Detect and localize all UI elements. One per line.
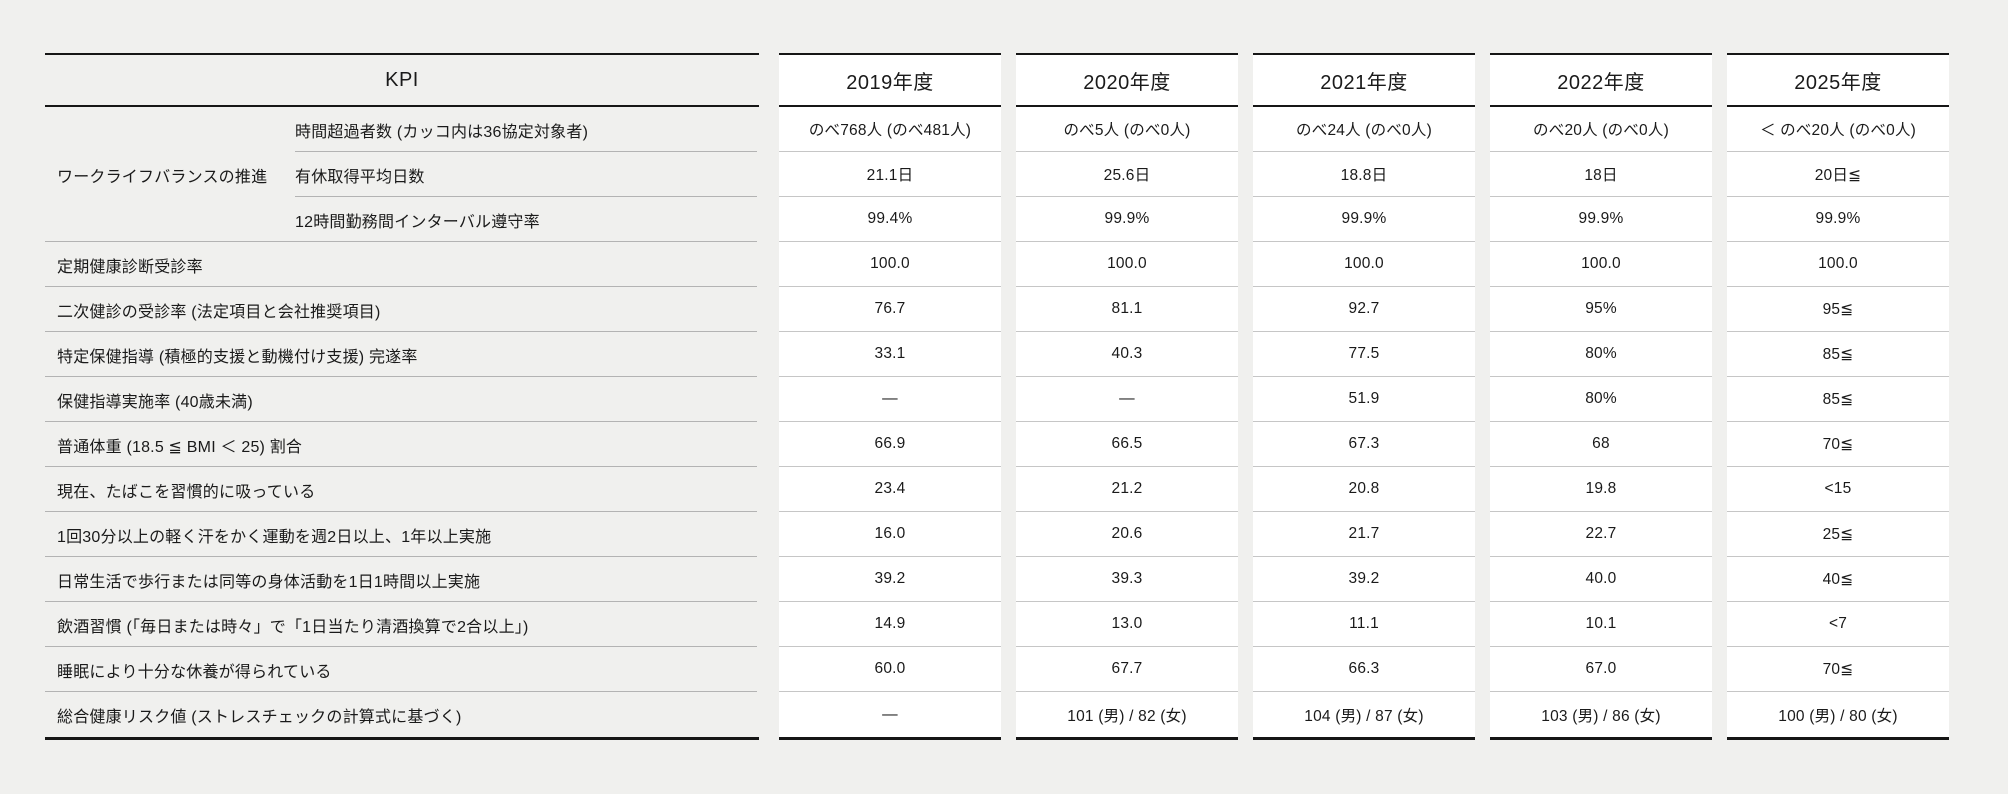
kpi-value-cell: 25≦: [1727, 512, 1949, 557]
kpi-value-cell: 22.7: [1490, 512, 1712, 557]
kpi-value-cell: のべ5人 (のべ0人): [1016, 107, 1238, 152]
kpi-value-cell: 99.9%: [1016, 197, 1238, 242]
kpi-value-cell: のべ768人 (のべ481人): [779, 107, 1001, 152]
row-label: 現在、たばこを習慣的に吸っている: [45, 467, 759, 512]
kpi-value-cell: 100.0: [1253, 242, 1475, 287]
row-label: 日常生活で歩行または同等の身体活動を1日1時間以上実施: [45, 557, 759, 602]
year-header: 2019年度: [779, 55, 1001, 107]
row-label: 保健指導実施率 (40歳未満): [45, 377, 759, 422]
kpi-value-cell: 11.1: [1253, 602, 1475, 647]
kpi-value-cell: 77.5: [1253, 332, 1475, 377]
kpi-value-cell: 70≦: [1727, 647, 1949, 692]
row-label: 12時間勤務間インターバル遵守率: [45, 197, 759, 242]
kpi-value-cell: 33.1: [779, 332, 1001, 377]
kpi-value-cell: 95%: [1490, 287, 1712, 332]
kpi-value-cell: 66.9: [779, 422, 1001, 467]
kpi-value-cell: 85≦: [1727, 377, 1949, 422]
kpi-value-cell: 100.0: [1490, 242, 1712, 287]
kpi-value-cell: 67.0: [1490, 647, 1712, 692]
kpi-value-cell: 70≦: [1727, 422, 1949, 467]
year-column: 2021年度 のべ24人 (のべ0人) 18.8日 99.9% 100.0 92.7 77.…: [1253, 53, 1475, 740]
kpi-value-cell: 51.9: [1253, 377, 1475, 422]
kpi-value-cell: 40.0: [1490, 557, 1712, 602]
kpi-value-cell: 92.7: [1253, 287, 1475, 332]
year-header: 2020年度: [1016, 55, 1238, 107]
kpi-value-cell: 80%: [1490, 332, 1712, 377]
kpi-value-cell: 39.2: [1253, 557, 1475, 602]
year-column: 2019年度 のべ768人 (のべ481人) 21.1日 99.4% 100.0 76.7…: [779, 53, 1001, 740]
row-label: 有休取得平均日数: [45, 152, 759, 197]
kpi-value-cell: 20.6: [1016, 512, 1238, 557]
kpi-value-cell: 21.2: [1016, 467, 1238, 512]
kpi-value-cell: 40≦: [1727, 557, 1949, 602]
kpi-value-cell: 95≦: [1727, 287, 1949, 332]
kpi-value-cell: 100 (男) / 80 (女): [1778, 707, 1898, 725]
kpi-value-cell: <7: [1727, 602, 1949, 647]
kpi-value-cell: 80%: [1490, 377, 1712, 422]
kpi-value-cell: のべ20人 (のべ0人): [1490, 107, 1712, 152]
kpi-value-cell: 20.8: [1253, 467, 1475, 512]
kpi-value-cell: 67.3: [1253, 422, 1475, 467]
kpi-value-cell: 100.0: [779, 242, 1001, 287]
row-label: 飲酒習慣 (「毎日または時々」で「1日当たり清酒換算で2合以上」): [45, 602, 759, 647]
kpi-value-cell: 85≦: [1727, 332, 1949, 377]
kpi-value-cell: 20日≦: [1727, 152, 1949, 197]
kpi-value-cell: 104 (男) / 87 (女): [1304, 707, 1424, 725]
kpi-value-cell: 16.0: [779, 512, 1001, 557]
kpi-value-cell: —: [882, 705, 898, 723]
kpi-value-cell: 21.1日: [779, 152, 1001, 197]
kpi-value-cell: 25.6日: [1016, 152, 1238, 197]
kpi-value-cell: のべ24人 (のべ0人): [1253, 107, 1475, 152]
kpi-value-cell: 18日: [1490, 152, 1712, 197]
kpi-value-cell: 81.1: [1016, 287, 1238, 332]
kpi-value-cell: 67.7: [1016, 647, 1238, 692]
kpi-value-cell: —: [779, 377, 1001, 422]
kpi-value-cell: 10.1: [1490, 602, 1712, 647]
kpi-value-cell: 76.7: [779, 287, 1001, 332]
kpi-value-cell: 18.8日: [1253, 152, 1475, 197]
kpi-value-cell: <15: [1727, 467, 1949, 512]
kpi-value-cell: 60.0: [779, 647, 1001, 692]
label-column: KPI ワークライフバランスの推進 時間超過者数 (カッコ内は36協定対象者) 有…: [45, 53, 759, 740]
kpi-value-cell: ＜ のべ20人 (のべ0人): [1727, 107, 1949, 152]
kpi-header: KPI: [45, 55, 759, 107]
row-label: 二次健診の受診率 (法定項目と会社推奨項目): [45, 287, 759, 332]
kpi-value-cell: 21.7: [1253, 512, 1475, 557]
row-label: 1回30分以上の軽く汗をかく運動を週2日以上、1年以上実施: [45, 512, 759, 557]
kpi-value-cell: 23.4: [779, 467, 1001, 512]
kpi-value-cell: 100.0: [1727, 242, 1949, 287]
kpi-value-cell: 66.3: [1253, 647, 1475, 692]
row-label: 時間超過者数 (カッコ内は36協定対象者): [45, 107, 759, 152]
kpi-value-cell: 99.4%: [779, 197, 1001, 242]
year-header: 2025年度: [1727, 55, 1949, 107]
kpi-value-cell: —: [1016, 377, 1238, 422]
kpi-value-cell: 99.9%: [1490, 197, 1712, 242]
kpi-value-cell: 100.0: [1016, 242, 1238, 287]
year-column: 2020年度 のべ5人 (のべ0人) 25.6日 99.9% 100.0 81.1 40.3…: [1016, 53, 1238, 740]
kpi-value-cell: 66.5: [1016, 422, 1238, 467]
row-label: 睡眠により十分な休養が得られている: [45, 647, 759, 692]
year-header: 2022年度: [1490, 55, 1712, 107]
kpi-value-cell: 39.2: [779, 557, 1001, 602]
row-label: 総合健康リスク値 (ストレスチェックの計算式に基づく): [57, 708, 462, 726]
kpi-value-cell: 19.8: [1490, 467, 1712, 512]
row-label: 普通体重 (18.5 ≦ BMI ＜ 25) 割合: [45, 422, 759, 467]
year-header: 2021年度: [1253, 55, 1475, 107]
kpi-value-cell: 39.3: [1016, 557, 1238, 602]
kpi-value-cell: 99.9%: [1727, 197, 1949, 242]
year-column: 2022年度 のべ20人 (のべ0人) 18日 99.9% 100.0 95% 80% 80%…: [1490, 53, 1712, 740]
group-label-worklife-balance: ワークライフバランスの推進: [57, 168, 268, 186]
kpi-table: KPI ワークライフバランスの推進 時間超過者数 (カッコ内は36協定対象者) 有…: [45, 53, 1949, 740]
label-rows: ワークライフバランスの推進 時間超過者数 (カッコ内は36協定対象者) 有休取得平…: [45, 107, 759, 737]
row-label: 特定保健指導 (積極的支援と動機付け支援) 完遂率: [45, 332, 759, 377]
year-column: 2025年度＜ のべ20人 (のべ0人) 20日≦ 99.9% 100.0 95≦ 85≦…: [1727, 53, 1949, 740]
kpi-value-cell: 103 (男) / 86 (女): [1541, 707, 1661, 725]
kpi-value-cell: 101 (男) / 82 (女): [1067, 707, 1187, 725]
kpi-value-cell: 40.3: [1016, 332, 1238, 377]
kpi-value-cell: 14.9: [779, 602, 1001, 647]
kpi-value-cell: 13.0: [1016, 602, 1238, 647]
kpi-value-cell: 68: [1490, 422, 1712, 467]
kpi-value-cell: 99.9%: [1253, 197, 1475, 242]
row-label: 定期健康診断受診率: [45, 242, 759, 287]
